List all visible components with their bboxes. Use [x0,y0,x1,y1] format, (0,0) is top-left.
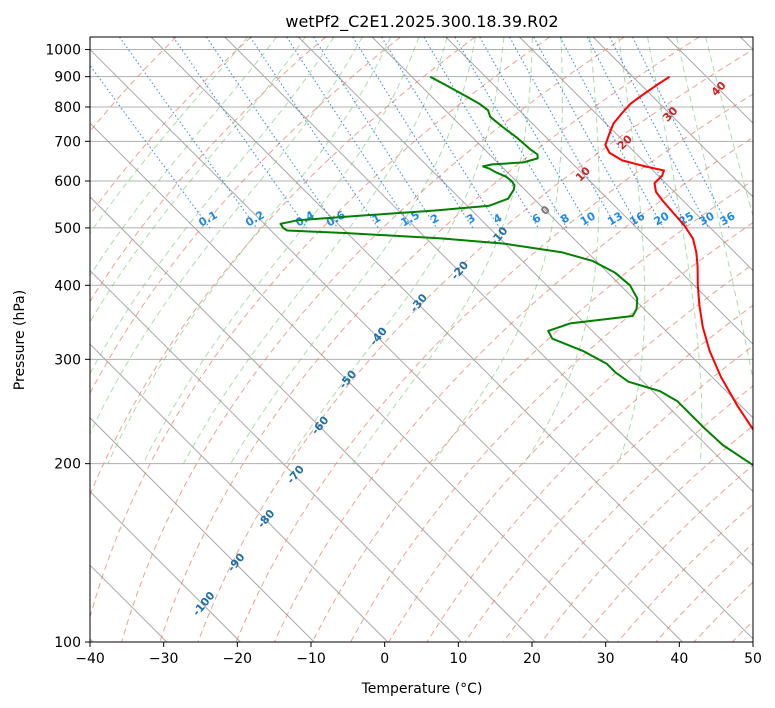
dry-adiabat-line [273,136,753,642]
y-tick-label: 200 [54,457,81,473]
dry-adiabat-line [90,37,551,619]
mixing-ratio-line [352,37,474,229]
y-tick-label: 300 [54,352,81,368]
mixing-ratio-line [509,37,618,229]
y-tick-label: 800 [54,100,81,116]
x-tick-label: −40 [75,651,105,667]
mixing-ratio-line [205,37,338,229]
mixing-ratio-line [632,37,730,229]
x-tick-label: 20 [523,651,541,667]
dry-adiabat-line [235,93,753,642]
y-tick-label: 900 [54,70,81,86]
dry-adiabat-line [197,49,753,642]
y-axis: 100 200 300 400 500 600 700 800 900 1000 [45,43,90,651]
moist-adiabat-line [352,37,533,464]
dry-adiabat-line [90,37,327,303]
moist-adiabat-line [90,37,335,375]
x-tick-label: 50 [744,651,762,667]
isotherm-line [90,343,389,642]
mixing-ratio-line [313,37,438,229]
isotherm-line [90,122,610,642]
y-tick-label: 100 [54,635,81,651]
dry-adiabat-line [311,179,753,642]
moist-adiabat-line [142,37,420,464]
isotherm-line [519,37,753,272]
mixing-ratio-line [90,64,211,229]
isotherm-line [592,37,753,198]
moist-adiabat-line [523,37,600,464]
moist-adiabat-line [647,37,703,464]
mixing-ratio-line [381,37,500,229]
moist-adiabat-line [107,37,391,464]
x-tick-label: −20 [223,651,253,667]
y-tick-label: 500 [54,221,81,237]
moist-adiabat-line [432,37,563,464]
mixing-ratio-line [172,37,308,229]
dry-adiabat-line [502,385,753,642]
moist-adiabat-line [230,37,476,464]
x-tick-label: −30 [149,651,179,667]
isotherm-line [90,196,536,642]
isotherm-line [150,37,753,640]
x-tick-label: 10 [449,651,467,667]
dewpoint-profile-line [279,75,753,467]
y-tick-label: 600 [54,174,81,190]
chart-title: wetPf2_C2E1.2025.300.18.39.R02 [285,12,558,32]
isotherm-line [90,417,315,642]
y-tick-label: 700 [54,134,81,150]
moist-adiabat-line [90,37,306,323]
isotherm-line [90,269,462,642]
x-tick-label: 40 [670,651,688,667]
isotherm-line [371,37,753,419]
dry-adiabat-line [90,37,252,216]
moist-adiabat-line [183,37,448,464]
isotherm-line [90,48,683,642]
mixing-ratio-line [559,37,664,229]
isotherm-line [224,37,753,566]
x-tick-label: 30 [597,651,615,667]
isotherm-line [445,37,753,345]
temperature-profile-line [604,75,753,432]
moist-adiabat-line [90,37,248,234]
mixing-ratio-line [286,37,413,229]
y-axis-label: Pressure (hPa) [12,290,28,390]
x-axis: −40 −30 −20 −10 0 10 20 30 40 50 [75,642,762,667]
moist-adiabat-line [90,37,363,435]
y-tick-label: 400 [54,278,81,294]
x-tick-label: 0 [380,651,389,667]
y-tick-label: 1000 [45,43,81,59]
x-tick-label: −10 [296,651,326,667]
mixing-ratio-line [533,37,640,229]
mixing-ratio-line [119,37,258,229]
plot-frame [89,36,754,643]
x-axis-label: Temperature (°C) [361,681,483,697]
moist-adiabat-line [617,37,646,464]
isotherm-line [90,490,241,642]
dry-adiabat-line [159,37,700,642]
mixing-ratio-line [249,37,379,229]
